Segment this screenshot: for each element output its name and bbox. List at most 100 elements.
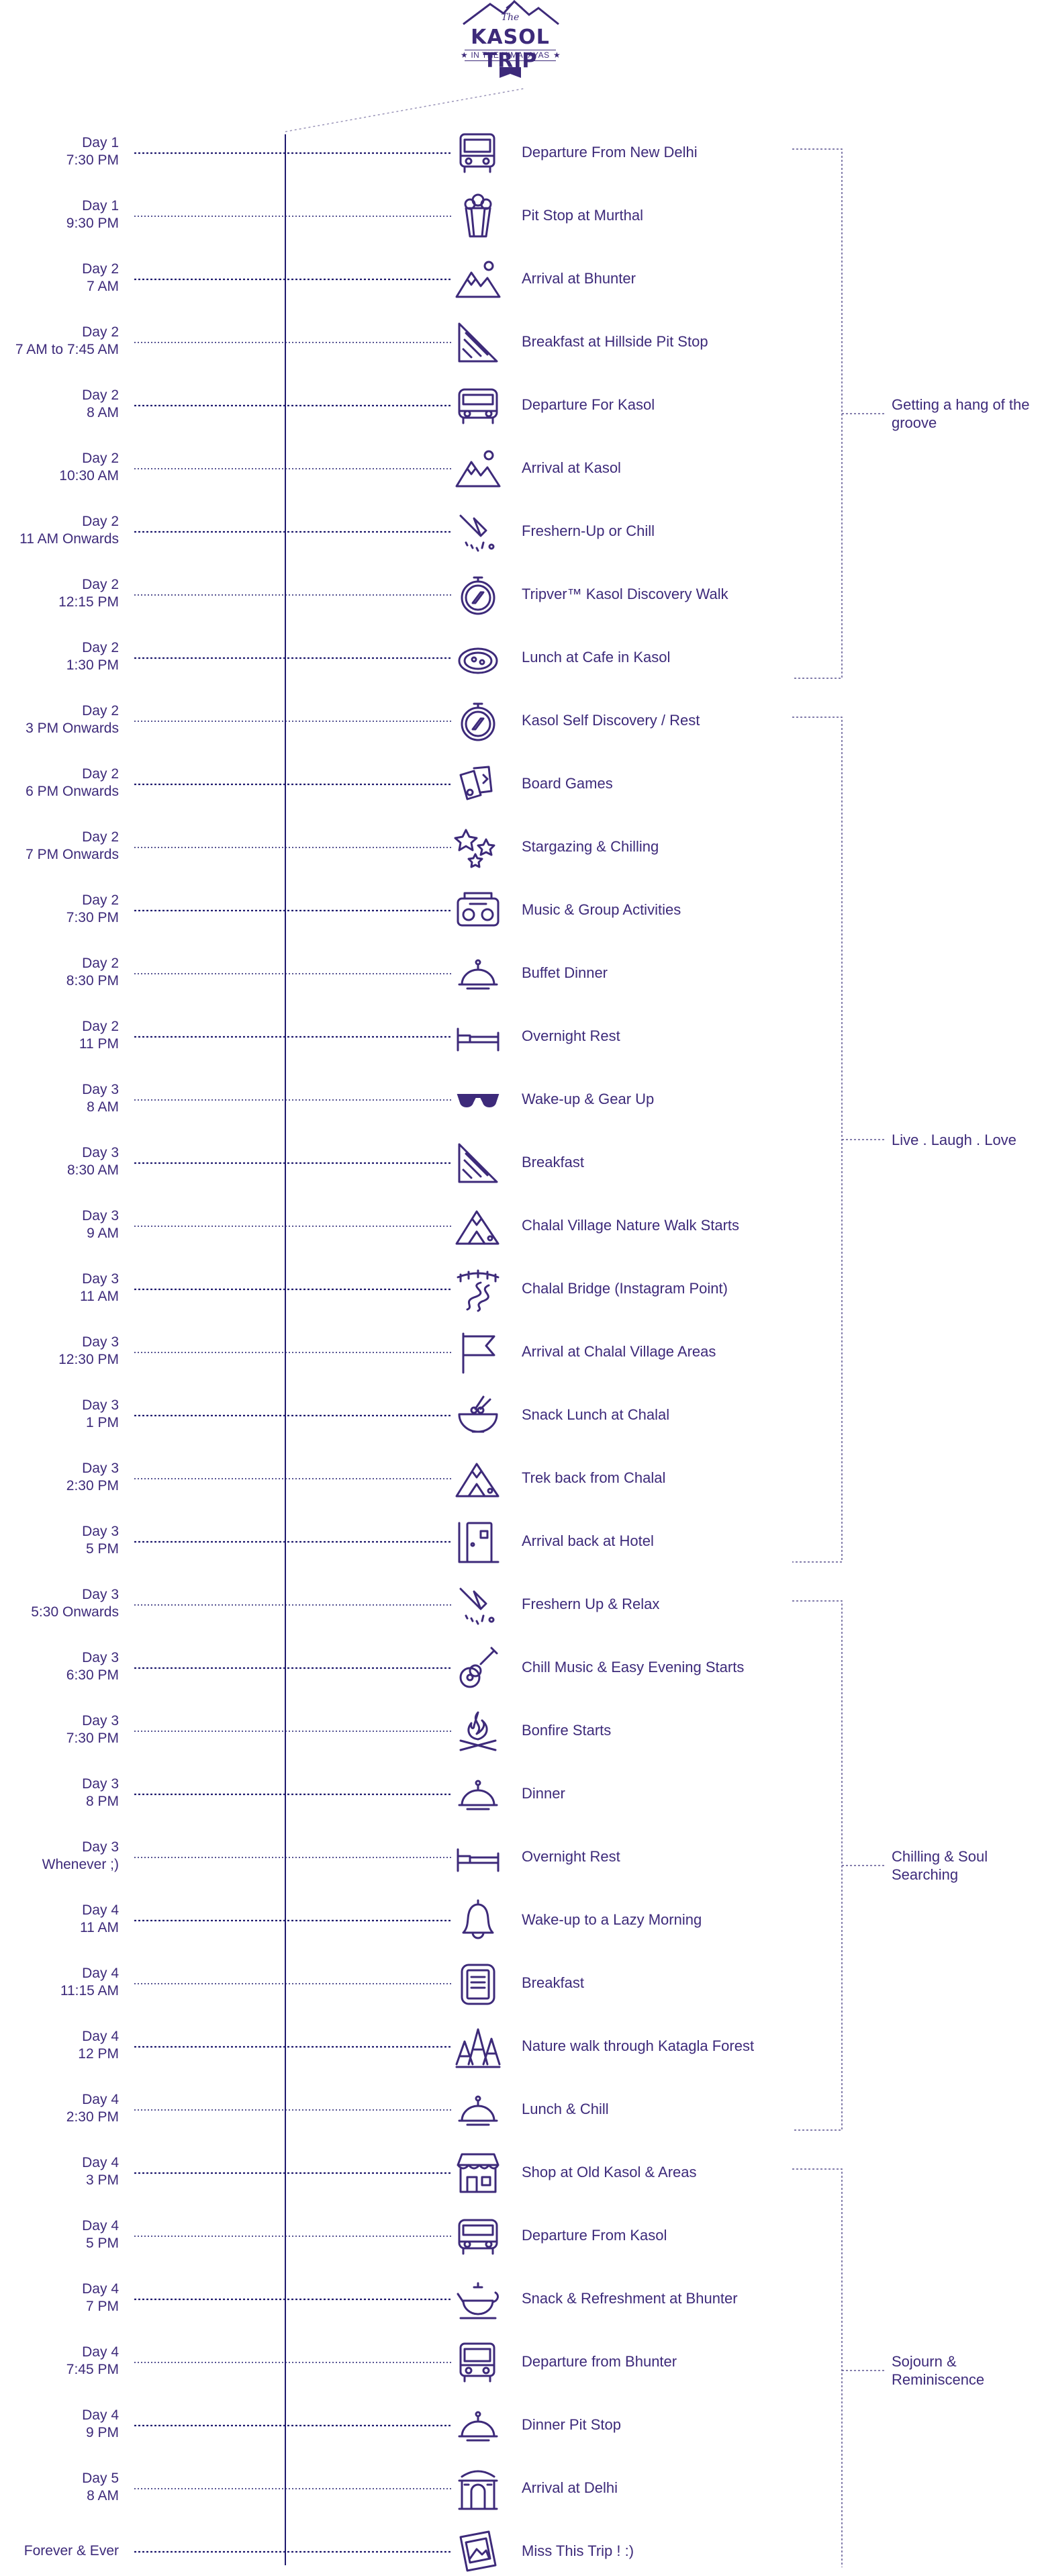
event-activity: Departure For Kasol — [522, 396, 655, 413]
event-activity: Kasol Self Discovery / Rest — [522, 712, 700, 729]
event-day: Day 5 — [82, 2471, 119, 2486]
event-time: Day 4 2:30 PM — [0, 2091, 119, 2126]
event-day: Day 3 — [82, 1776, 119, 1792]
event-clock: 1 PM — [85, 1415, 119, 1430]
group-bracket — [792, 148, 886, 679]
event-time: Day 4 7:45 PM — [0, 2344, 119, 2379]
event-clock: 8 AM — [87, 405, 119, 420]
event-clock: 8:30 PM — [66, 973, 119, 988]
event-activity: Bonfire Starts — [522, 1722, 612, 1739]
event-time: Day 2 8 AM — [0, 387, 119, 422]
event-day: Day 4 — [82, 1902, 119, 1918]
event-time: Day 3 6:30 PM — [0, 1649, 119, 1684]
event-clock: 6:30 PM — [66, 1667, 119, 1683]
event-day: Day 3 — [82, 1145, 119, 1160]
event-activity: Miss This Trip ! :) — [522, 2542, 634, 2559]
event-activity: Arrival at Chalal Village Areas — [522, 1343, 716, 1360]
event-activity: Departure from Bhunter — [522, 2353, 677, 2370]
event-time: Day 4 3 PM — [0, 2154, 119, 2189]
sunglasses-icon — [457, 1094, 500, 1107]
event-day: Day 2 — [82, 1019, 119, 1034]
compass-icon — [461, 702, 495, 741]
event-clock: 7 AM — [87, 279, 119, 294]
gate-icon — [458, 2470, 498, 2510]
event-clock: 8 AM — [87, 2488, 119, 2503]
event-time: Day 2 3 PM Onwards — [0, 702, 119, 737]
event-clock: 7:30 PM — [66, 1731, 119, 1746]
group-label: Sojourn & Reminiscence — [892, 2353, 985, 2388]
event-clock: 5:30 Onwards — [31, 1604, 119, 1620]
event-time: Day 2 7:30 PM — [0, 892, 119, 927]
event-day: Day 4 — [82, 2092, 119, 2107]
event-clock: 12 PM — [78, 2046, 119, 2062]
event-time: Day 3 11 AM — [0, 1271, 119, 1305]
event-time: Day 2 8:30 PM — [0, 955, 119, 990]
event-day: Day 4 — [82, 2155, 119, 2170]
group-label: Chilling & Soul Searching — [892, 1848, 988, 1883]
van-icon — [458, 388, 498, 424]
event-clock: 7:30 PM — [66, 152, 119, 168]
event-time: Forever & Ever — [0, 2542, 119, 2560]
event-time: Day 2 10:30 AM — [0, 450, 119, 485]
event-time: Day 2 11 PM — [0, 1018, 119, 1053]
shower-icon — [459, 514, 495, 552]
event-activity: Lunch at Cafe in Kasol — [522, 649, 671, 665]
event-clock: 2:30 PM — [66, 1478, 119, 1493]
event-clock: 3 PM Onwards — [26, 721, 119, 736]
event-day: Day 2 — [82, 703, 119, 719]
event-time: Day 4 11 AM — [0, 1902, 119, 1937]
event-day: Day 2 — [82, 640, 119, 655]
event-time: Day 1 7:30 PM — [0, 134, 119, 169]
svg-text:★: ★ — [461, 50, 468, 60]
compass-icon — [461, 576, 495, 615]
event-time: Day 3 5:30 Onwards — [0, 1586, 119, 1621]
event-activity: Pit Stop at Murthal — [522, 207, 643, 224]
event-clock: 2:30 PM — [66, 2109, 119, 2125]
event-activity: Breakfast at Hillside Pit Stop — [522, 333, 708, 350]
bed-icon — [457, 1848, 500, 1872]
event-time: Day 3 7:30 PM — [0, 1712, 119, 1747]
event-day: Day 2 — [82, 324, 119, 340]
event-clock: 5 PM — [85, 1541, 119, 1557]
event-activity: Departure From New Delhi — [522, 144, 698, 160]
event-clock: 7 PM Onwards — [26, 847, 119, 862]
event-day: Day 3 — [82, 1271, 119, 1287]
event-time: Day 2 6 PM Onwards — [0, 766, 119, 800]
event-day: Day 4 — [82, 2281, 119, 2297]
event-day: Day 2 — [82, 577, 119, 592]
event-time: Day 2 12:15 PM — [0, 576, 119, 611]
event-clock: 7 PM — [85, 2299, 119, 2314]
event-time: Day 2 1:30 PM — [0, 639, 119, 674]
event-day: Day 3 — [82, 1587, 119, 1602]
event-activity: Freshern Up & Relax — [522, 1596, 660, 1612]
event-clock: 9 AM — [87, 1226, 119, 1241]
event-activity: Chalal Village Nature Walk Starts — [522, 1217, 740, 1234]
cards-icon — [459, 766, 493, 800]
event-activity: Overnight Rest — [522, 1848, 620, 1865]
logo-subtitle: IN THE HIMALAYAS — [465, 50, 556, 61]
event-clock: 11 PM — [79, 1036, 119, 1052]
event-time: Day 3 12:30 PM — [0, 1334, 119, 1369]
event-day: Day 3 — [82, 1082, 119, 1097]
camp-icon — [455, 1463, 500, 1498]
group-label: Live . Laugh . Love — [892, 1131, 1016, 1148]
event-activity: Board Games — [522, 775, 613, 792]
event-day: Day 3 — [82, 1208, 119, 1224]
event-day: Day 2 — [82, 766, 119, 782]
event-activity: Music & Group Activities — [522, 901, 681, 918]
event-clock: 9 PM — [85, 2425, 119, 2440]
event-activity: Stargazing & Chilling — [522, 838, 659, 855]
event-day: Day 2 — [82, 261, 119, 277]
cloche-icon — [458, 2095, 498, 2126]
event-day: Day 2 — [82, 829, 119, 845]
event-clock: 7:30 PM — [66, 910, 119, 925]
event-clock: 11 AM — [80, 1289, 119, 1304]
event-time: Day 3 1 PM — [0, 1397, 119, 1432]
cloche-icon — [458, 2411, 498, 2442]
shop-icon — [457, 2153, 500, 2193]
cloche-icon — [458, 959, 498, 990]
camp-icon — [455, 1210, 500, 1245]
stars-icon — [454, 829, 495, 868]
event-activity: Snack & Refreshment at Bhunter — [522, 2290, 738, 2307]
event-time: Day 4 7 PM — [0, 2281, 119, 2315]
